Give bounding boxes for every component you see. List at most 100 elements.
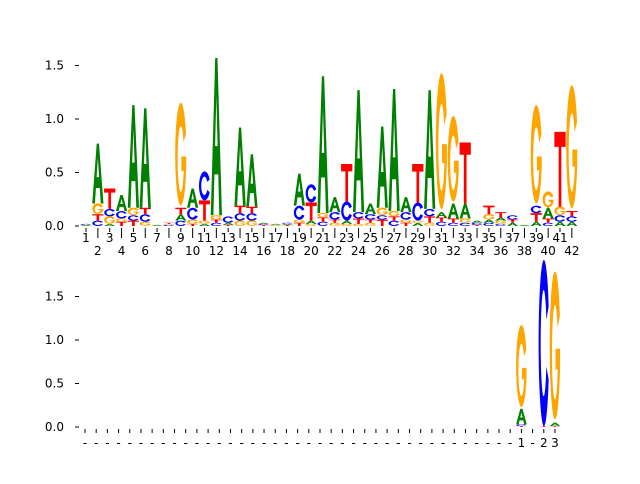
logo-letter-C	[234, 213, 246, 221]
x-tick-label: -	[273, 436, 277, 450]
x-tick-label: 41	[552, 231, 567, 245]
logo-letter-T	[210, 219, 222, 223]
logo-letter-T	[554, 131, 566, 207]
x-tick-label: -	[284, 436, 288, 450]
x-tick-label: 27	[386, 231, 401, 245]
logo-letter-C	[554, 215, 566, 222]
logo-letter-A	[400, 197, 412, 213]
logo-letter-C	[435, 221, 447, 226]
logo-letter-A	[305, 220, 317, 224]
logo-letter-G	[400, 219, 412, 223]
logo-letter-G	[104, 216, 116, 224]
logo-letter-T	[483, 205, 495, 215]
logo-letter-G	[341, 223, 353, 226]
logo-letter-C	[376, 215, 388, 220]
logo-letter-C	[459, 222, 471, 226]
x-tick-label: -	[497, 436, 501, 450]
x-tick-label: -	[251, 436, 255, 450]
logo-letter-A	[139, 108, 151, 208]
logo-letter-G	[376, 207, 388, 216]
x-tick-label: 40	[541, 244, 556, 258]
x-tick-label: -	[396, 436, 400, 450]
logo-letter-G	[175, 102, 187, 206]
logo-letter-C	[566, 216, 578, 222]
logo-letter-A	[352, 90, 365, 213]
x-tick-label: 42	[564, 244, 579, 258]
bottom-logo-axes: 0.00.51.01.5- - - - - - - - - - - - - - - - - - - - - - - - - - - -…	[45, 259, 561, 450]
logo-letter-G	[364, 222, 376, 226]
x-tick-label: -	[105, 436, 109, 450]
x-tick-label: 11	[197, 231, 212, 245]
y-tick-label: 0.5	[45, 377, 64, 391]
x-tick-label: 39	[529, 231, 544, 245]
logo-letter-G	[210, 215, 222, 220]
logo-letter-T	[459, 142, 471, 204]
x-tick-label: -	[463, 436, 467, 450]
x-tick-label: 2	[94, 244, 102, 258]
logo-letter-T	[530, 213, 542, 222]
logo-letter-A	[542, 207, 554, 219]
x-tick-label: 16	[256, 244, 271, 258]
logo-letter-G	[447, 116, 459, 202]
logo-letter-A	[518, 224, 531, 226]
logo-letter-T	[341, 163, 353, 202]
logo-letter-A	[554, 221, 566, 226]
logo-letter-A	[234, 127, 246, 206]
logo-letter-C	[329, 212, 341, 220]
x-tick-label: -	[139, 436, 143, 450]
x-tick-label: 14	[232, 244, 247, 258]
x-tick-label: 18	[280, 244, 295, 258]
x-tick-label: 4	[118, 244, 126, 258]
logo-letter-T	[317, 217, 329, 222]
x-tick-label: -	[262, 436, 266, 450]
logo-letter-G	[542, 191, 554, 208]
logo-letter-T	[305, 202, 317, 221]
x-tick-label: 5	[130, 231, 138, 245]
logo-letter-T	[198, 200, 211, 221]
logo-letter-C	[116, 211, 127, 219]
x-tick-label: 3	[106, 231, 114, 245]
x-tick-label: -	[363, 436, 367, 450]
logo-letter-G	[530, 105, 542, 204]
y-tick-label: 1.0	[45, 333, 64, 347]
top-logo-axes: 0.00.51.01.51234567891011121314151617181…	[45, 58, 579, 258]
logo-letter-A	[447, 203, 459, 219]
x-tick-label: 17	[268, 231, 283, 245]
logo-letter-A	[317, 76, 329, 214]
x-tick-label: -	[228, 436, 232, 450]
y-tick-label: 0.5	[45, 166, 64, 180]
x-tick-label: 33	[458, 231, 473, 245]
logo-letter-C	[507, 215, 518, 220]
logo-letter-A	[258, 222, 270, 224]
logo-letter-C	[139, 214, 151, 222]
logo-letter-C	[317, 221, 329, 226]
logo-letter-A	[281, 223, 294, 225]
logo-letter-T	[471, 224, 483, 226]
logo-letter-G	[566, 85, 578, 209]
x-tick-label: 7	[153, 231, 161, 245]
logo-letter-G	[352, 223, 364, 226]
x-tick-label: -	[441, 436, 445, 450]
logo-letter-T	[175, 207, 187, 215]
logo-letter-G	[317, 213, 329, 218]
logo-letter-T	[388, 216, 400, 221]
logo-letter-T	[329, 219, 341, 223]
logo-letter-A	[506, 222, 519, 226]
x-tick-label: 22	[327, 244, 342, 258]
logo-letter-G	[163, 223, 175, 225]
x-tick-label: 29	[410, 231, 425, 245]
logo-letter-C	[412, 202, 423, 221]
x-tick-label: 36	[493, 244, 508, 258]
logo-letter-T	[506, 219, 519, 223]
logo-letter-C	[341, 201, 352, 221]
x-tick-label: -	[419, 436, 423, 450]
logo-letter-A	[104, 223, 116, 226]
x-tick-label: 19	[292, 231, 307, 245]
logo-letter-A	[364, 203, 377, 215]
logo-letter-A	[80, 224, 92, 226]
logo-letter-T	[495, 212, 507, 218]
x-tick-label: 20	[304, 244, 319, 258]
logo-letter-C	[388, 220, 400, 226]
logo-letter-C	[80, 223, 92, 225]
logo-letter-C	[483, 222, 495, 226]
